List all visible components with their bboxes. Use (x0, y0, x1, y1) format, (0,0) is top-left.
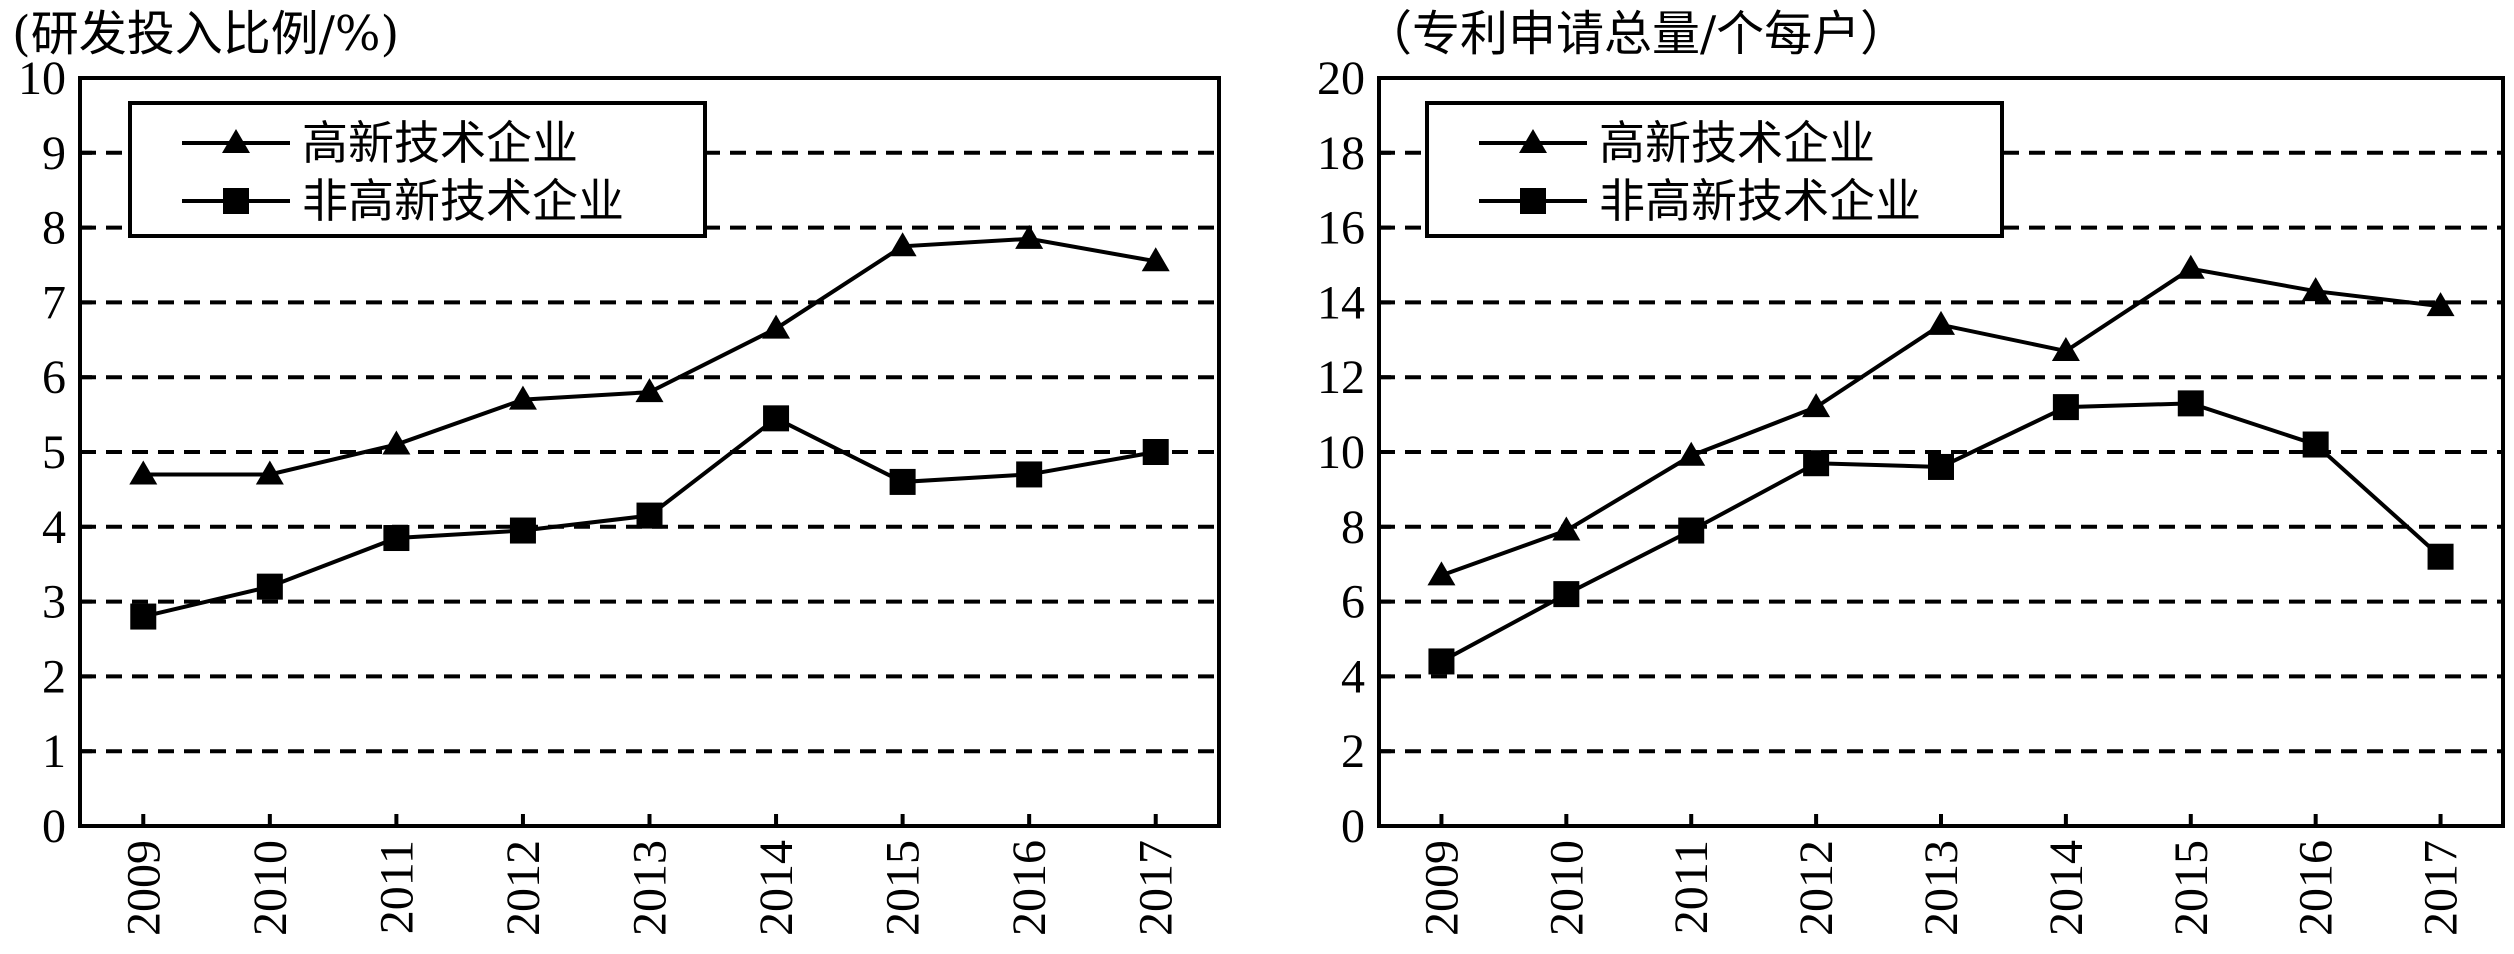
x-tick-label: 2015 (2165, 840, 2218, 936)
x-tick-label: 2016 (1003, 840, 1056, 936)
chart-1: (研发投入比例/%) 0 1 2 3 4 5 6 7 8 9 10 2009 2010 2011 2012 20… (12, 6, 1221, 936)
y-tick-label: 14 (1317, 276, 1365, 329)
data-point-triangle (1427, 561, 1456, 586)
x-tick-label: 2013 (1915, 840, 1968, 936)
y-tick-label: 12 (1317, 351, 1365, 404)
legend-label: 非高新技术企业 (1599, 174, 1921, 228)
y-tick-label: 5 (42, 426, 66, 479)
data-point-square (1803, 450, 1830, 477)
data-point-triangle (1677, 441, 1706, 466)
data-point-square (1678, 517, 1705, 544)
y-tick-label: 9 (42, 127, 66, 180)
data-point-triangle (2426, 292, 2455, 317)
data-point-square (2302, 431, 2329, 458)
series-line-nonhightech (1440, 401, 2442, 664)
chart-2: （专利申请总量/个每户） 0 2 4 6 8 10 12 14 16 18 20 2009 2010 201… (1317, 6, 2505, 936)
data-point-square (509, 517, 536, 544)
y-tick-label: 10 (18, 52, 66, 105)
data-point-triangle (1802, 393, 1831, 418)
x-tick-label: 2011 (1665, 840, 1718, 934)
legend-label: 高新技术企业 (302, 116, 578, 170)
x-tick-label: 2010 (244, 840, 297, 936)
data-point-triangle (1552, 516, 1581, 541)
data-point-triangle (1927, 310, 1955, 335)
legend-marker-square (223, 188, 249, 214)
data-point-triangle (1015, 224, 1044, 249)
legend-marker-square (1520, 188, 1546, 214)
data-point-triangle (508, 385, 537, 410)
y-tick-label: 0 (42, 800, 66, 853)
data-point-triangle (762, 314, 791, 339)
data-point-square (256, 573, 283, 600)
data-point-triangle (255, 460, 284, 485)
data-point-triangle (888, 232, 917, 257)
data-point-triangle (635, 378, 664, 403)
x-tick-label: 2012 (1790, 840, 1843, 936)
data-point-square (383, 525, 410, 552)
legend-marker-triangle (1519, 129, 1547, 153)
y-tick-label: 4 (1341, 650, 1365, 703)
legend-label: 高新技术企业 (1599, 116, 1875, 170)
data-point-square (2052, 394, 2079, 421)
y-tick-label: 6 (42, 351, 66, 404)
y-tick-label: 10 (1317, 426, 1365, 479)
data-point-triangle (2051, 337, 2080, 362)
x-tick-label: 2014 (2040, 840, 2093, 936)
data-point-square (889, 468, 916, 495)
x-tick-label: 2016 (2290, 840, 2343, 936)
x-tick-label: 2012 (497, 840, 550, 936)
y-tick-label: 6 (1341, 576, 1365, 629)
y-tick-label: 2 (42, 650, 66, 703)
y-tick-label: 3 (42, 576, 66, 629)
data-point-square (130, 603, 157, 630)
y-tick-label: 16 (1317, 202, 1365, 255)
y-tick-label: 7 (42, 276, 66, 329)
legend-label: 非高新技术企业 (302, 174, 624, 228)
data-point-triangle (1141, 247, 1170, 272)
x-tick-label: 2010 (1540, 840, 1593, 936)
data-point-square (636, 502, 663, 529)
x-tick-label: 2015 (877, 840, 930, 936)
data-point-square (1428, 648, 1455, 675)
data-point-triangle (2301, 277, 2330, 302)
data-point-square (1928, 453, 1954, 480)
data-point-square (1142, 439, 1169, 465)
data-point-square (763, 405, 790, 432)
y-tick-label: 4 (42, 501, 66, 554)
y-tick-label: 18 (1317, 127, 1365, 180)
x-tick-label: 2013 (624, 840, 677, 936)
data-point-triangle (382, 430, 411, 455)
y-tick-label: 20 (1317, 52, 1365, 105)
series-line-hightech (143, 236, 1157, 477)
x-tick-label: 2009 (117, 840, 170, 936)
data-point-square (2427, 543, 2454, 570)
legend-marker-triangle (222, 129, 250, 153)
chart-title: （专利申请总量/个每户） (1364, 6, 1908, 62)
x-tick-label: 2011 (370, 840, 423, 934)
y-tick-label: 2 (1341, 725, 1365, 778)
data-point-square (2177, 390, 2204, 417)
data-point-triangle (2176, 254, 2205, 279)
x-tick-label: 2009 (1415, 840, 1468, 936)
y-tick-label: 0 (1341, 800, 1365, 853)
x-tick-label: 2017 (1130, 840, 1183, 936)
data-point-triangle (129, 460, 158, 485)
x-tick-label: 2017 (2415, 840, 2468, 936)
data-point-square (1553, 581, 1580, 608)
y-tick-label: 8 (42, 202, 66, 255)
chart-title: (研发投入比例/%) (12, 6, 399, 62)
y-tick-label: 1 (42, 725, 66, 778)
y-tick-label: 8 (1341, 501, 1365, 554)
x-tick-label: 2014 (750, 840, 803, 936)
data-point-square (1016, 461, 1043, 488)
